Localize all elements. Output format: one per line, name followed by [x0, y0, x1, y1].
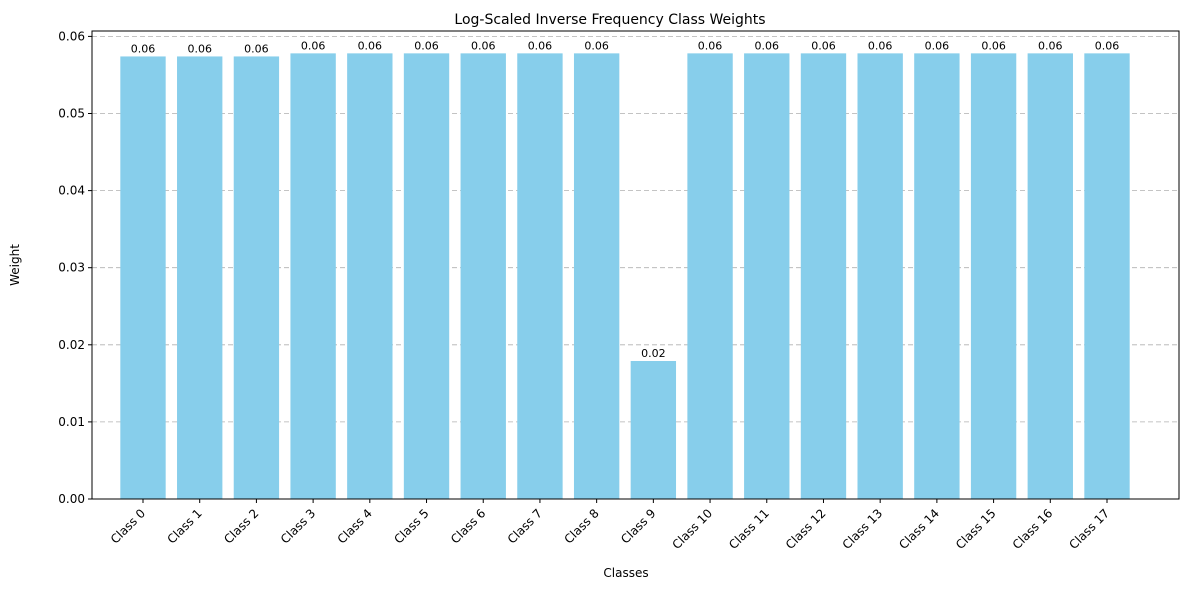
bar-value-label: 0.06	[301, 39, 326, 52]
bar	[347, 53, 393, 500]
bar	[970, 53, 1017, 500]
bar	[744, 53, 790, 500]
y-tick-label: 0.03	[58, 261, 85, 275]
bar	[120, 56, 166, 499]
x-axis-ticks: Class 0 Class 1 Class 2 Class 3 Class 4 Class…	[108, 499, 1112, 552]
x-axis-label: Classes	[603, 566, 648, 580]
x-tick-label: Class 15	[953, 506, 999, 552]
bar	[403, 53, 450, 500]
y-tick-label: 0.02	[58, 338, 85, 352]
x-tick-label: Class 8	[561, 506, 601, 546]
bar	[573, 53, 620, 500]
bar-value-label: 0.06	[414, 39, 439, 52]
bar-value-label: 0.06	[755, 39, 780, 52]
x-tick-label: Class 4	[335, 506, 375, 546]
bar-value-label: 0.06	[868, 39, 893, 52]
x-tick-label: Class 17	[1066, 506, 1112, 552]
bar-value-label: 0.02	[641, 347, 666, 360]
x-tick-label: Class 10	[669, 506, 715, 552]
bar-value-label: 0.06	[187, 42, 212, 55]
bar-value-label: 0.06	[358, 39, 383, 52]
x-tick-label: Class 5	[391, 506, 431, 546]
x-tick-label: Class 3	[278, 506, 318, 546]
bar-value-label: 0.06	[981, 39, 1006, 52]
y-axis-label: Weight	[8, 244, 22, 286]
x-tick-label: Class 11	[726, 506, 772, 552]
bar	[460, 53, 506, 500]
bar-value-label: 0.06	[1095, 39, 1120, 52]
bar-value-label: 0.06	[1038, 39, 1063, 52]
x-tick-label: Class 0	[108, 506, 148, 546]
bar-value-label: 0.06	[528, 39, 553, 52]
bar-value-label: 0.06	[244, 42, 269, 55]
data-labels: 0.06 0.06 0.06 0.06 0.06 0.06 0.06 0.06 0.06 0.02…	[131, 39, 1120, 360]
bar	[1084, 53, 1130, 500]
x-tick-label: Class 7	[505, 506, 545, 546]
x-tick-label: Class 2	[221, 506, 261, 546]
x-tick-label: Class 12	[783, 506, 829, 552]
bar	[517, 53, 563, 500]
plot-frame	[91, 30, 1180, 500]
bar-value-label: 0.06	[131, 42, 156, 55]
bar	[857, 53, 903, 500]
bar	[800, 53, 847, 500]
bar	[233, 56, 280, 499]
chart-title: Log-Scaled Inverse Frequency Class Weigh…	[454, 12, 765, 28]
bar	[1027, 53, 1073, 500]
y-tick-label: 0.01	[58, 415, 85, 429]
y-tick-label: 0.05	[58, 106, 85, 120]
bars	[120, 53, 1130, 500]
bar	[687, 53, 733, 500]
y-tick-label: 0.06	[58, 29, 85, 43]
x-tick-label: Class 1	[165, 506, 205, 546]
x-tick-label: Class 14	[896, 506, 942, 552]
y-tick-label: 0.00	[58, 492, 85, 506]
x-tick-label: Class 13	[840, 506, 886, 552]
bar	[177, 56, 223, 499]
y-axis-ticks: 0.00 0.01 0.02 0.03 0.04 0.05 0.06	[58, 29, 92, 506]
bar	[914, 53, 960, 500]
x-tick-label: Class 6	[448, 506, 488, 546]
bar	[630, 360, 677, 499]
bar-value-label: 0.06	[698, 39, 723, 52]
y-tick-label: 0.04	[58, 184, 85, 198]
x-tick-label: Class 16	[1010, 506, 1056, 552]
bar	[290, 53, 336, 500]
x-tick-label: Class 9	[618, 506, 658, 546]
bar-value-label: 0.06	[925, 39, 950, 52]
bar-value-label: 0.06	[471, 39, 496, 52]
bar-value-label: 0.06	[584, 39, 609, 52]
bar-value-label: 0.06	[811, 39, 836, 52]
